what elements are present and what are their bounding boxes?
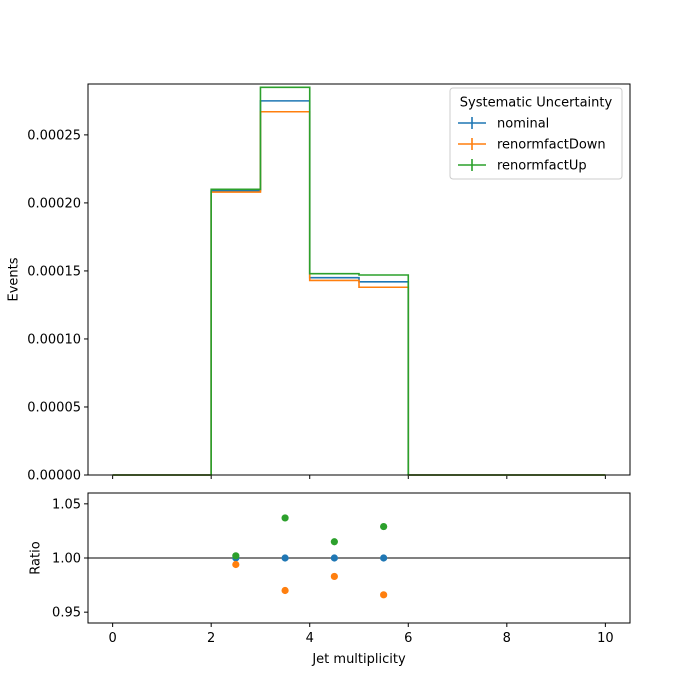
ratio-axes-frame xyxy=(87,492,631,624)
legend-label: renormfactDown xyxy=(497,138,606,153)
ratio-point-renormfactUp xyxy=(232,552,240,560)
ratio-y-ticks: 0.95 1.00 1.05 xyxy=(52,497,88,621)
ratio-point-nominal xyxy=(281,554,289,562)
main-y-tick-label: 0.00000 xyxy=(27,469,81,484)
ratio-x-tick-label: 4 xyxy=(306,631,314,646)
legend-entry-renormfactDown: renormfactDown xyxy=(458,138,606,153)
ratio-points-group xyxy=(232,514,388,599)
legend-entries: nominal renormfactDown renormfactUp xyxy=(458,117,606,174)
ratio-x-tick-label: 8 xyxy=(503,631,511,646)
ratio-x-tick-label: 0 xyxy=(108,631,116,646)
ratio-x-tick-label: 10 xyxy=(597,631,614,646)
main-panel: 0.00000 0.00005 0.00010 0.00015 0.00020 0.000… xyxy=(7,83,631,484)
main-y-tick-label: 0.00015 xyxy=(27,264,81,279)
ratio-x-tick-label: 6 xyxy=(404,631,412,646)
legend-entry-nominal: nominal xyxy=(458,117,549,132)
ratio-point-nominal xyxy=(330,554,338,562)
ratio-point-renormfactUp xyxy=(330,538,338,546)
ratio-point-renormfactUp xyxy=(380,522,388,531)
legend-box xyxy=(449,87,623,180)
ratio-point-nominal xyxy=(380,554,388,562)
legend-label: nominal xyxy=(497,117,549,132)
main-y-tick-label: 0.00005 xyxy=(27,400,81,415)
ratio-y-tick-label: 1.05 xyxy=(52,497,81,512)
ratio-x-axis-label: Jet multiplicity xyxy=(311,652,406,667)
main-y-tick-label: 0.00010 xyxy=(27,332,81,347)
ratio-panel: 0.95 1.00 1.05 0 2 4 6 8 10 Ratio Jet multiplic… xyxy=(29,492,631,667)
legend-title: Systematic Uncertainty xyxy=(460,96,613,111)
ratio-y-tick-label: 0.95 xyxy=(52,606,81,621)
ratio-x-ticks: 0 2 4 6 8 10 xyxy=(108,623,614,646)
main-y-tick-label: 0.00020 xyxy=(27,196,81,211)
legend: Systematic Uncertainty nominal renormfact… xyxy=(449,87,623,180)
main-y-ticks: 0.00000 0.00005 0.00010 0.00015 0.00020 0.000… xyxy=(27,128,88,484)
main-axes-frame xyxy=(87,83,631,476)
ratio-point-renormfactDown xyxy=(232,560,240,569)
ratio-y-tick-label: 1.00 xyxy=(52,552,81,567)
main-y-tick-label: 0.00025 xyxy=(27,128,81,143)
main-y-axis-label: Events xyxy=(7,257,22,301)
ratio-x-tick-label: 2 xyxy=(207,631,215,646)
ratio-point-renormfactDown xyxy=(380,591,388,599)
ratio-y-axis-label: Ratio xyxy=(29,541,44,574)
ratio-point-renormfactUp xyxy=(281,514,289,522)
ratio-point-renormfactDown xyxy=(281,586,289,595)
ratio-point-renormfactDown xyxy=(330,572,338,581)
legend-label: renormfactUp xyxy=(497,159,587,174)
legend-entry-renormfactUp: renormfactUp xyxy=(458,159,587,174)
